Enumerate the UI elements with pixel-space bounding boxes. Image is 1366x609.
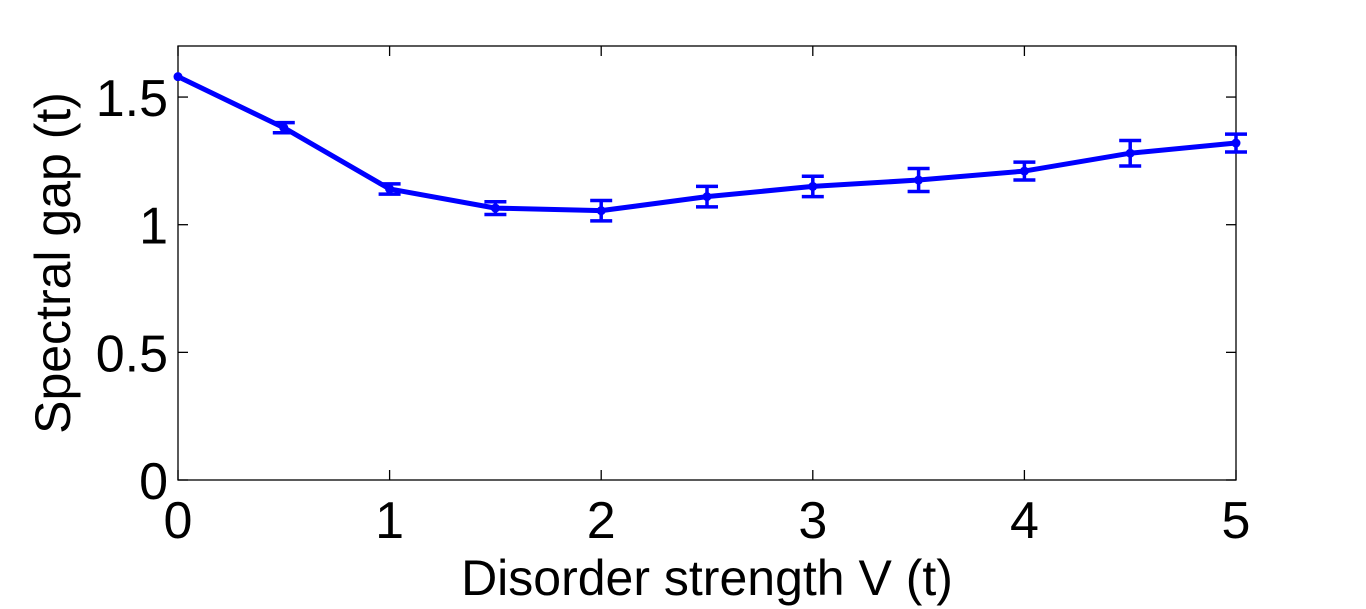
y-axis-label: Spectral gap (t): [25, 92, 81, 434]
y-tick-label: 1: [139, 198, 168, 256]
x-tick-label: 3: [798, 492, 827, 550]
x-tick-labels: 0 1 2 3 4 5: [164, 492, 1251, 550]
x-tick-label: 2: [587, 492, 616, 550]
data-point: [1019, 166, 1029, 176]
data-point: [385, 184, 395, 194]
x-tick-label: 4: [1010, 492, 1039, 550]
data-point: [596, 206, 606, 216]
data-point: [1125, 148, 1135, 158]
plot-frame: [177, 45, 1237, 481]
data-point: [490, 203, 500, 213]
y-tick-label: 0: [139, 453, 168, 511]
x-tick-label: 5: [1222, 492, 1251, 550]
x-tick-label: 1: [375, 492, 404, 550]
x-axis-label: Disorder strength V (t): [461, 550, 953, 606]
data-point: [1231, 138, 1241, 148]
data-point: [702, 192, 712, 202]
data-point: [173, 72, 183, 82]
data-point: [808, 181, 818, 191]
y-tick-labels: 0 0.5 1 1.5: [96, 70, 168, 511]
axis-ticks: [177, 46, 1237, 481]
y-tick-label: 1.5: [96, 70, 168, 128]
series-layer: [173, 72, 1247, 223]
y-tick-label: 0.5: [96, 325, 168, 383]
x-tick-label: 0: [164, 492, 193, 550]
data-point: [914, 175, 924, 185]
data-point: [279, 123, 289, 133]
